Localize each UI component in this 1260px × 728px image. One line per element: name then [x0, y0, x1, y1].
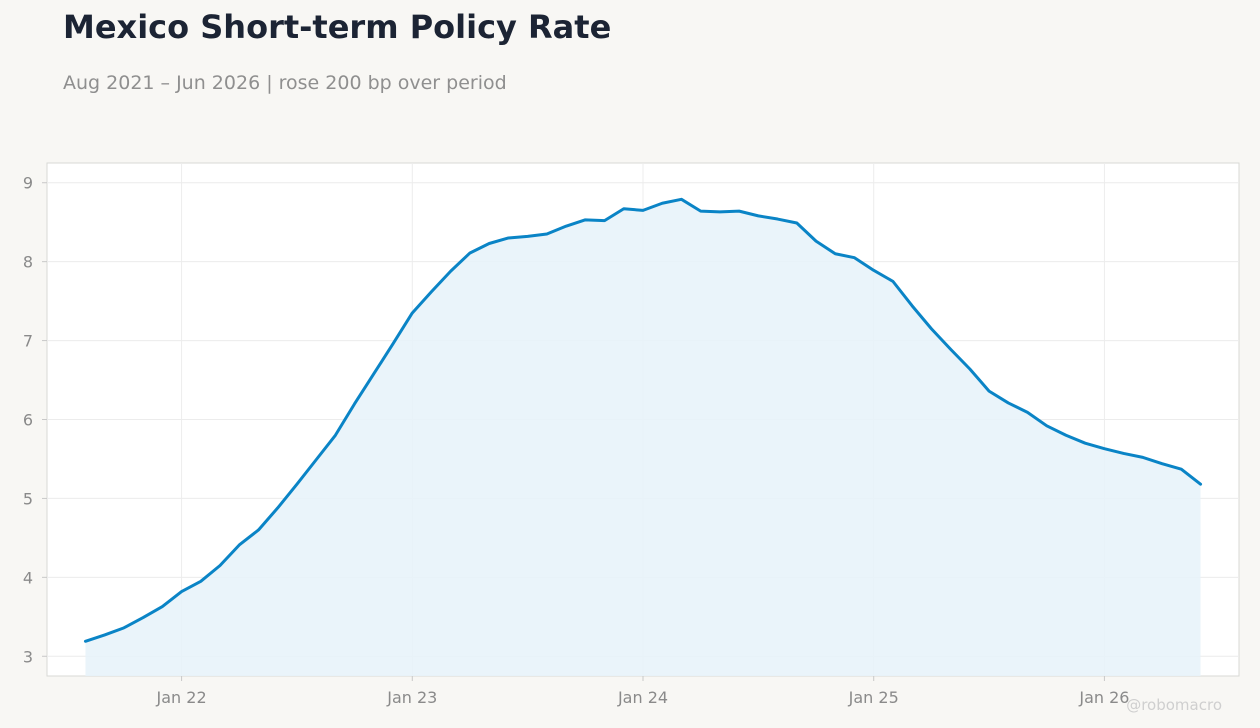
data-point: [238, 543, 241, 546]
data-point: [911, 304, 914, 307]
data-point: [642, 209, 645, 212]
data-point: [565, 225, 568, 228]
data-point: [276, 506, 279, 509]
data-point: [161, 605, 164, 608]
data-point: [930, 327, 933, 330]
data-point: [372, 372, 375, 375]
data-point: [392, 342, 395, 345]
line-layer: [83, 197, 1203, 643]
data-point: [853, 256, 856, 259]
data-point: [1180, 468, 1183, 471]
data-point: [776, 218, 779, 221]
data-point: [257, 528, 260, 531]
data-point: [661, 202, 664, 205]
data-point: [353, 402, 356, 405]
data-point: [795, 221, 798, 224]
data-point: [988, 390, 991, 393]
data-point: [103, 633, 106, 636]
data-point: [430, 290, 433, 293]
watermark: @robomacro: [1126, 696, 1222, 714]
x-tick-label: Jan 23: [386, 688, 437, 707]
x-tick-label: Jan 26: [1078, 688, 1129, 707]
data-point: [468, 251, 471, 254]
y-tick-label: 3: [23, 647, 33, 666]
data-point: [1103, 447, 1106, 450]
data-point: [1084, 442, 1087, 445]
y-tick-label: 7: [23, 332, 33, 351]
y-tick-label: 5: [23, 489, 33, 508]
data-point: [603, 219, 606, 222]
y-tick-label: 8: [23, 253, 33, 272]
data-point: [584, 218, 587, 221]
y-tick-label: 4: [23, 568, 33, 587]
data-point: [545, 233, 548, 236]
x-axis: Jan 22 Jan 23 Jan 24 Jan 25 Jan 26: [156, 676, 1129, 707]
data-point: [219, 564, 222, 567]
data-point: [738, 210, 741, 213]
chart-subtitle: Aug 2021 – Jun 2026 | rose 200 bp over p…: [63, 72, 507, 94]
y-axis: 3 4 5 6 7 8 9: [23, 174, 47, 666]
data-point: [757, 214, 760, 217]
data-point: [718, 210, 721, 213]
data-point: [507, 236, 510, 239]
x-tick-label: Jan 25: [848, 688, 899, 707]
data-point: [872, 269, 875, 272]
data-point: [1064, 434, 1067, 437]
data-point: [334, 434, 337, 437]
data-point: [891, 280, 894, 283]
data-point: [1045, 424, 1048, 427]
y-tick-label: 9: [23, 174, 33, 193]
data-point: [1199, 483, 1202, 486]
data-point: [180, 590, 183, 593]
series-line: [83, 197, 1203, 643]
data-point: [949, 348, 952, 351]
data-point: [680, 198, 683, 201]
data-point: [1026, 411, 1029, 414]
data-point: [622, 207, 625, 210]
data-point: [1122, 452, 1125, 455]
x-tick-label: Jan 22: [156, 688, 207, 707]
data-point: [142, 616, 145, 619]
data-point: [526, 235, 529, 238]
data-point: [295, 483, 298, 486]
data-point: [488, 242, 491, 245]
data-point: [815, 240, 818, 243]
data-point: [1007, 401, 1010, 404]
chart-title: Mexico Short-term Policy Rate: [63, 8, 612, 46]
y-tick-label: 6: [23, 411, 33, 430]
data-point: [84, 640, 87, 643]
data-point: [199, 580, 202, 583]
data-point: [1141, 456, 1144, 459]
data-point: [122, 626, 125, 629]
data-point: [968, 367, 971, 370]
data-point: [315, 458, 318, 461]
data-point: [1161, 462, 1164, 465]
data-point: [699, 210, 702, 213]
x-tick-label: Jan 24: [617, 688, 668, 707]
data-point: [411, 311, 414, 314]
data-point: [834, 252, 837, 255]
data-point: [449, 270, 452, 273]
